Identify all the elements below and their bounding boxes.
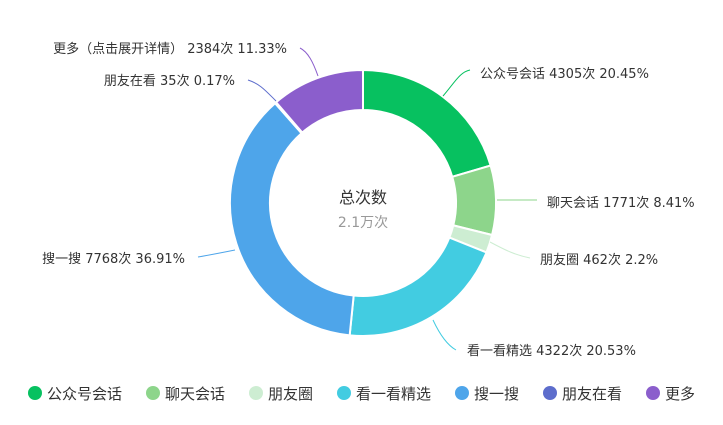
legend-dot-icon xyxy=(543,386,558,400)
donut-slice[interactable] xyxy=(450,164,497,237)
legend-item[interactable]: 公众号会话 xyxy=(27,383,122,404)
donut-slice[interactable] xyxy=(362,68,492,179)
legend-item[interactable]: 朋友在看 xyxy=(543,383,622,404)
label-line xyxy=(197,249,236,258)
legend-label: 更多 xyxy=(665,384,696,403)
legend-dot-icon xyxy=(145,386,160,400)
label-line xyxy=(247,79,277,102)
label-lines xyxy=(197,47,537,351)
legend-item[interactable]: 看一看精选 xyxy=(336,383,431,404)
legend-item[interactable]: 更多 xyxy=(646,383,695,404)
label-line xyxy=(299,47,319,77)
donut-slices xyxy=(229,68,497,337)
legend-label: 聊天会话 xyxy=(164,384,225,403)
legend-dot-icon xyxy=(336,386,351,400)
legend-dot-icon xyxy=(248,386,263,400)
legend-label: 看一看精选 xyxy=(355,384,431,403)
chart-legend: 公众号会话 聊天会话 朋友圈 看一看精选 搜一搜 朋友在看 更多 xyxy=(0,381,723,405)
label-line xyxy=(489,241,531,259)
legend-dot-icon xyxy=(646,386,661,400)
slice-label: 聊天会话 1771次 8.41% xyxy=(547,195,695,211)
legend-item[interactable]: 搜一搜 xyxy=(455,383,519,404)
legend-label: 朋友圈 xyxy=(267,384,313,403)
slice-label: 搜一搜 7768次 36.91% xyxy=(42,251,185,267)
legend-item[interactable]: 聊天会话 xyxy=(145,383,225,404)
center-title: 总次数 xyxy=(339,188,387,207)
slice-labels: 公众号会话 4305次 20.45% 聊天会话 1771次 8.41% 朋友圈 46… xyxy=(42,41,695,359)
donut-slice[interactable] xyxy=(229,101,355,337)
label-line xyxy=(442,69,471,97)
label-line xyxy=(432,319,457,351)
legend-dot-icon xyxy=(455,386,469,400)
slice-label: 更多（点击展开详情） 2384次 11.33% xyxy=(53,41,287,57)
slice-label: 朋友圈 462次 2.2% xyxy=(540,252,658,268)
slice-label: 看一看精选 4322次 20.53% xyxy=(467,343,636,359)
slice-label: 朋友在看 35次 0.17% xyxy=(104,73,235,89)
legend-label: 搜一搜 xyxy=(474,384,520,403)
legend-label: 公众号会话 xyxy=(46,384,122,403)
legend-item[interactable]: 朋友圈 xyxy=(248,383,313,404)
donut-slice[interactable] xyxy=(274,68,364,134)
legend-dot-icon xyxy=(27,386,42,400)
legend-label: 朋友在看 xyxy=(562,384,623,403)
center-subtitle: 2.1万次 xyxy=(338,215,388,231)
slice-label: 公众号会话 4305次 20.45% xyxy=(480,66,649,82)
donut-slice[interactable] xyxy=(348,236,488,337)
